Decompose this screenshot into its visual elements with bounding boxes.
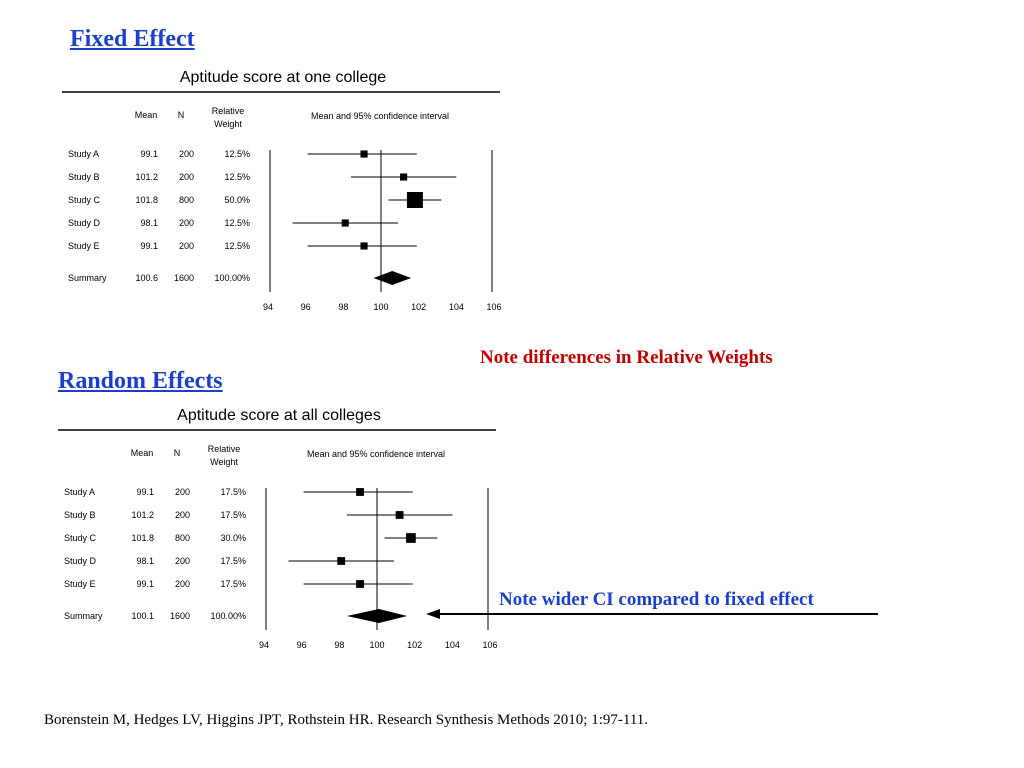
study-n: 200	[175, 579, 190, 589]
summary-name: Summary	[64, 611, 103, 621]
x-tick-label: 102	[407, 640, 422, 650]
summary-diamond	[373, 271, 412, 285]
study-n: 200	[179, 149, 194, 159]
study-weight: 17.5%	[220, 510, 246, 520]
study-weight: 17.5%	[220, 487, 246, 497]
x-tick-label: 98	[338, 302, 348, 312]
study-n: 200	[179, 172, 194, 182]
column-header-ci: Mean and 95% confidence interval	[311, 111, 449, 121]
point-estimate-marker	[406, 533, 416, 543]
study-mean: 99.1	[136, 487, 154, 497]
study-weight: 12.5%	[224, 149, 250, 159]
point-estimate-marker	[406, 192, 423, 208]
study-mean: 101.2	[131, 510, 154, 520]
study-weight: 30.0%	[220, 533, 246, 543]
summary-mean: 100.6	[135, 273, 158, 283]
x-tick-label: 104	[449, 302, 464, 312]
column-header-weight-line1: Relative	[212, 106, 245, 116]
chart-title: Aptitude score at all colleges	[177, 407, 381, 424]
study-mean: 98.1	[136, 556, 154, 566]
point-estimate-marker	[360, 150, 368, 158]
wider-ci-note: Note wider CI compared to fixed effect	[499, 589, 814, 610]
study-n: 800	[179, 195, 194, 205]
fixed-effect-heading[interactable]: Fixed Effect	[70, 26, 195, 52]
study-n: 200	[175, 510, 190, 520]
column-header-n: N	[174, 448, 181, 458]
study-name: Study A	[68, 149, 99, 159]
study-mean: 101.8	[135, 195, 158, 205]
summary-n: 1600	[174, 273, 194, 283]
column-header-mean: Mean	[131, 448, 154, 458]
study-weight: 12.5%	[224, 241, 250, 251]
x-tick-label: 98	[334, 640, 344, 650]
study-name: Study E	[64, 579, 96, 589]
study-n: 200	[175, 487, 190, 497]
column-header-weight-line1: Relative	[208, 444, 241, 454]
study-mean: 98.1	[140, 218, 158, 228]
study-name: Study A	[64, 487, 95, 497]
point-estimate-marker	[395, 511, 404, 519]
study-mean: 101.2	[135, 172, 158, 182]
column-header-weight-line2: Weight	[214, 119, 242, 129]
x-tick-label: 100	[369, 640, 384, 650]
summary-mean: 100.1	[131, 611, 154, 621]
study-name: Study B	[64, 510, 96, 520]
summary-name: Summary	[68, 273, 107, 283]
column-header-ci: Mean and 95% confidence interval	[307, 449, 445, 459]
chart-title: Aptitude score at one college	[180, 69, 386, 86]
x-tick-label: 100	[373, 302, 388, 312]
point-estimate-marker	[356, 580, 364, 588]
summary-weight: 100.00%	[214, 273, 250, 283]
study-name: Study E	[68, 241, 100, 251]
x-tick-label: 102	[411, 302, 426, 312]
study-name: Study C	[68, 195, 101, 205]
point-estimate-marker	[341, 219, 349, 227]
study-n: 200	[179, 218, 194, 228]
study-weight: 12.5%	[224, 218, 250, 228]
study-weight: 50.0%	[224, 195, 250, 205]
point-estimate-marker	[360, 242, 368, 250]
study-weight: 17.5%	[220, 579, 246, 589]
study-name: Study C	[64, 533, 97, 543]
study-mean: 99.1	[136, 579, 154, 589]
summary-diamond	[346, 609, 408, 623]
study-n: 200	[175, 556, 190, 566]
study-mean: 101.8	[131, 533, 154, 543]
random-effects-forest-plot: Aptitude score at all colleges Mean N Relat…	[58, 407, 498, 650]
point-estimate-marker	[337, 557, 346, 565]
fixed-effect-forest-plot: Aptitude score at one college Mean N Relati…	[62, 69, 502, 312]
study-weight: 12.5%	[224, 172, 250, 182]
study-n: 200	[179, 241, 194, 251]
column-header-weight-line2: Weight	[210, 457, 238, 467]
summary-n: 1600	[170, 611, 190, 621]
summary-weight: 100.00%	[210, 611, 246, 621]
x-tick-label: 96	[301, 302, 311, 312]
x-tick-label: 94	[259, 640, 269, 650]
x-tick-label: 96	[297, 640, 307, 650]
study-name: Study B	[68, 172, 100, 182]
column-header-mean: Mean	[135, 110, 158, 120]
x-tick-label: 106	[482, 640, 497, 650]
study-weight: 17.5%	[220, 556, 246, 566]
x-tick-label: 94	[263, 302, 273, 312]
study-mean: 99.1	[140, 149, 158, 159]
study-mean: 99.1	[140, 241, 158, 251]
column-header-n: N	[178, 110, 185, 120]
study-n: 800	[175, 533, 190, 543]
x-tick-label: 106	[486, 302, 501, 312]
point-estimate-marker	[356, 488, 364, 496]
study-name: Study D	[68, 218, 101, 228]
x-tick-label: 104	[445, 640, 460, 650]
study-name: Study D	[64, 556, 97, 566]
citation: Borenstein M, Hedges LV, Higgins JPT, Ro…	[44, 712, 649, 728]
random-effects-heading[interactable]: Random Effects	[58, 368, 223, 394]
point-estimate-marker	[400, 173, 408, 181]
relative-weights-note: Note differences in Relative Weights	[480, 347, 773, 368]
